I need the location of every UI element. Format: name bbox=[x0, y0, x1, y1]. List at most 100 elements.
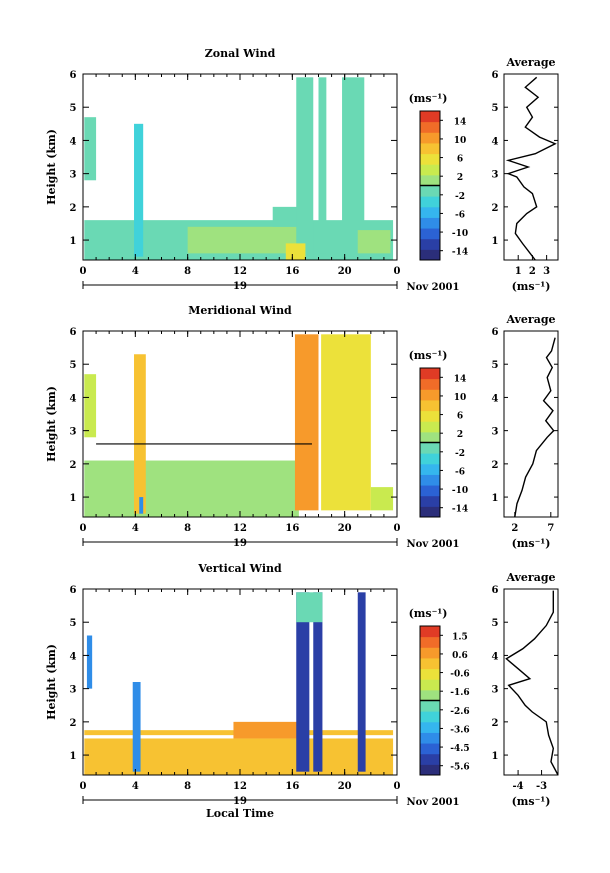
colorbar-segment bbox=[420, 668, 440, 680]
colorbar-tick-label: -2.6 bbox=[450, 707, 469, 717]
colorbar-segment bbox=[420, 389, 440, 401]
y-axis-label: Height (km) bbox=[45, 129, 58, 205]
data-cell bbox=[84, 117, 97, 181]
colorbar-segment bbox=[420, 153, 440, 165]
y-axis-label: Height (km) bbox=[45, 386, 58, 462]
panel-title: Vertical Wind bbox=[197, 562, 282, 575]
colorbar-segment bbox=[420, 164, 440, 176]
x-tick-label: 12 bbox=[233, 266, 247, 277]
month-label: Nov 2001 bbox=[407, 539, 460, 550]
data-cell bbox=[313, 592, 323, 772]
profile-x-tick-label: -3 bbox=[536, 781, 547, 792]
data-cell bbox=[321, 334, 371, 511]
profile-y-tick-label: 6 bbox=[492, 327, 499, 338]
colorbar-segment bbox=[420, 506, 440, 518]
profile-y-tick-label: 2 bbox=[492, 203, 499, 214]
data-cell bbox=[370, 487, 394, 511]
colorbar-segment bbox=[420, 410, 440, 422]
data-cell bbox=[318, 77, 327, 254]
profile-y-tick-label: 1 bbox=[492, 493, 499, 504]
profile-y-tick-label: 6 bbox=[492, 70, 499, 81]
colorbar-segment bbox=[420, 679, 440, 691]
profile-y-tick-label: 1 bbox=[492, 751, 499, 762]
profile-y-tick-label: 5 bbox=[492, 618, 499, 629]
colorbar-segment bbox=[420, 732, 440, 744]
profile-x-label: (ms⁻¹) bbox=[512, 537, 551, 550]
profile-x-tick-label: -4 bbox=[513, 781, 524, 792]
data-cell bbox=[357, 592, 366, 772]
data-cell bbox=[285, 243, 306, 260]
profile-y-tick-label: 3 bbox=[492, 170, 499, 181]
colorbar-segment bbox=[420, 689, 440, 701]
colorbar-tick-label: -4.5 bbox=[450, 744, 469, 754]
colorbar-tick-label: 2 bbox=[457, 430, 463, 440]
colorbar-segment bbox=[420, 228, 440, 240]
profile-x-tick-label: 1 bbox=[515, 266, 522, 277]
colorbar-segment bbox=[420, 495, 440, 507]
colorbar-segment bbox=[420, 196, 440, 208]
profile-y-tick-label: 2 bbox=[492, 460, 499, 471]
colorbar-segment bbox=[420, 657, 440, 670]
y-tick-label: 2 bbox=[70, 718, 77, 729]
colorbar-segment bbox=[420, 626, 440, 638]
date-label: 19 bbox=[233, 796, 247, 807]
data-cell bbox=[84, 460, 299, 517]
colorbar-tick-label: -5.6 bbox=[450, 763, 469, 773]
colorbar-label: (ms⁻¹) bbox=[409, 607, 448, 620]
colorbar-segment bbox=[420, 421, 440, 433]
profile-frame bbox=[503, 588, 559, 776]
colorbar-tick-label: 10 bbox=[454, 136, 467, 146]
y-tick-label: 2 bbox=[70, 203, 77, 214]
colorbar-tick-label: -2 bbox=[455, 449, 465, 459]
profile-title: Average bbox=[505, 56, 555, 69]
x-tick-label: 8 bbox=[184, 781, 191, 792]
colorbar-segment bbox=[420, 442, 440, 454]
x-tick-label: 8 bbox=[184, 266, 191, 277]
colorbar-tick-label: -14 bbox=[452, 248, 468, 258]
month-label: Nov 2001 bbox=[407, 797, 460, 808]
profile-y-tick-label: 3 bbox=[492, 685, 499, 696]
profile-y-tick-label: 4 bbox=[492, 393, 499, 404]
colorbar-segment bbox=[420, 636, 440, 648]
colorbar-tick-label: -10 bbox=[452, 229, 468, 239]
profile-y-tick-label: 5 bbox=[492, 360, 499, 371]
data-cell bbox=[296, 592, 310, 772]
profile-y-tick-label: 4 bbox=[492, 651, 499, 662]
colorbar-segment bbox=[420, 132, 440, 144]
colorbar-tick-label: -6 bbox=[455, 467, 465, 477]
y-tick-label: 3 bbox=[70, 170, 77, 181]
data-cell bbox=[84, 738, 394, 775]
profile-x-tick-label: 2 bbox=[529, 266, 536, 277]
colorbar-label: (ms⁻¹) bbox=[409, 92, 448, 105]
x-axis-label: Local Time bbox=[206, 807, 274, 820]
colorbar-segment bbox=[420, 142, 440, 155]
data-cell bbox=[134, 354, 146, 514]
y-tick-label: 4 bbox=[70, 136, 77, 147]
date-label: 19 bbox=[233, 281, 247, 292]
colorbar-tick-label: -14 bbox=[452, 505, 468, 515]
colorbar-tick-label: 6 bbox=[457, 412, 463, 422]
x-tick-label: 0 bbox=[80, 523, 87, 534]
x-tick-label: 4 bbox=[132, 266, 139, 277]
colorbar-segment bbox=[420, 249, 440, 261]
data-cell bbox=[296, 77, 314, 260]
profile-y-tick-label: 2 bbox=[492, 718, 499, 729]
colorbar-segment bbox=[420, 700, 440, 712]
colorbar-segment bbox=[420, 368, 440, 380]
colorbar-tick-label: -6 bbox=[455, 210, 465, 220]
profile-x-label: (ms⁻¹) bbox=[512, 280, 551, 293]
profile-y-tick-label: 3 bbox=[492, 427, 499, 438]
x-tick-label: 0 bbox=[394, 523, 401, 534]
x-tick-label: 20 bbox=[338, 523, 352, 534]
data-cell bbox=[187, 226, 299, 254]
colorbar-segment bbox=[420, 764, 440, 776]
y-tick-label: 4 bbox=[70, 651, 77, 662]
colorbar-tick-label: 10 bbox=[454, 393, 467, 403]
panel-title: Zonal Wind bbox=[205, 47, 276, 60]
colorbar-tick-label: 14 bbox=[454, 117, 467, 127]
colorbar-segment bbox=[420, 185, 440, 197]
colorbar-segment bbox=[420, 431, 440, 443]
y-tick-label: 3 bbox=[70, 685, 77, 696]
colorbar-tick-label: 6 bbox=[457, 155, 463, 165]
